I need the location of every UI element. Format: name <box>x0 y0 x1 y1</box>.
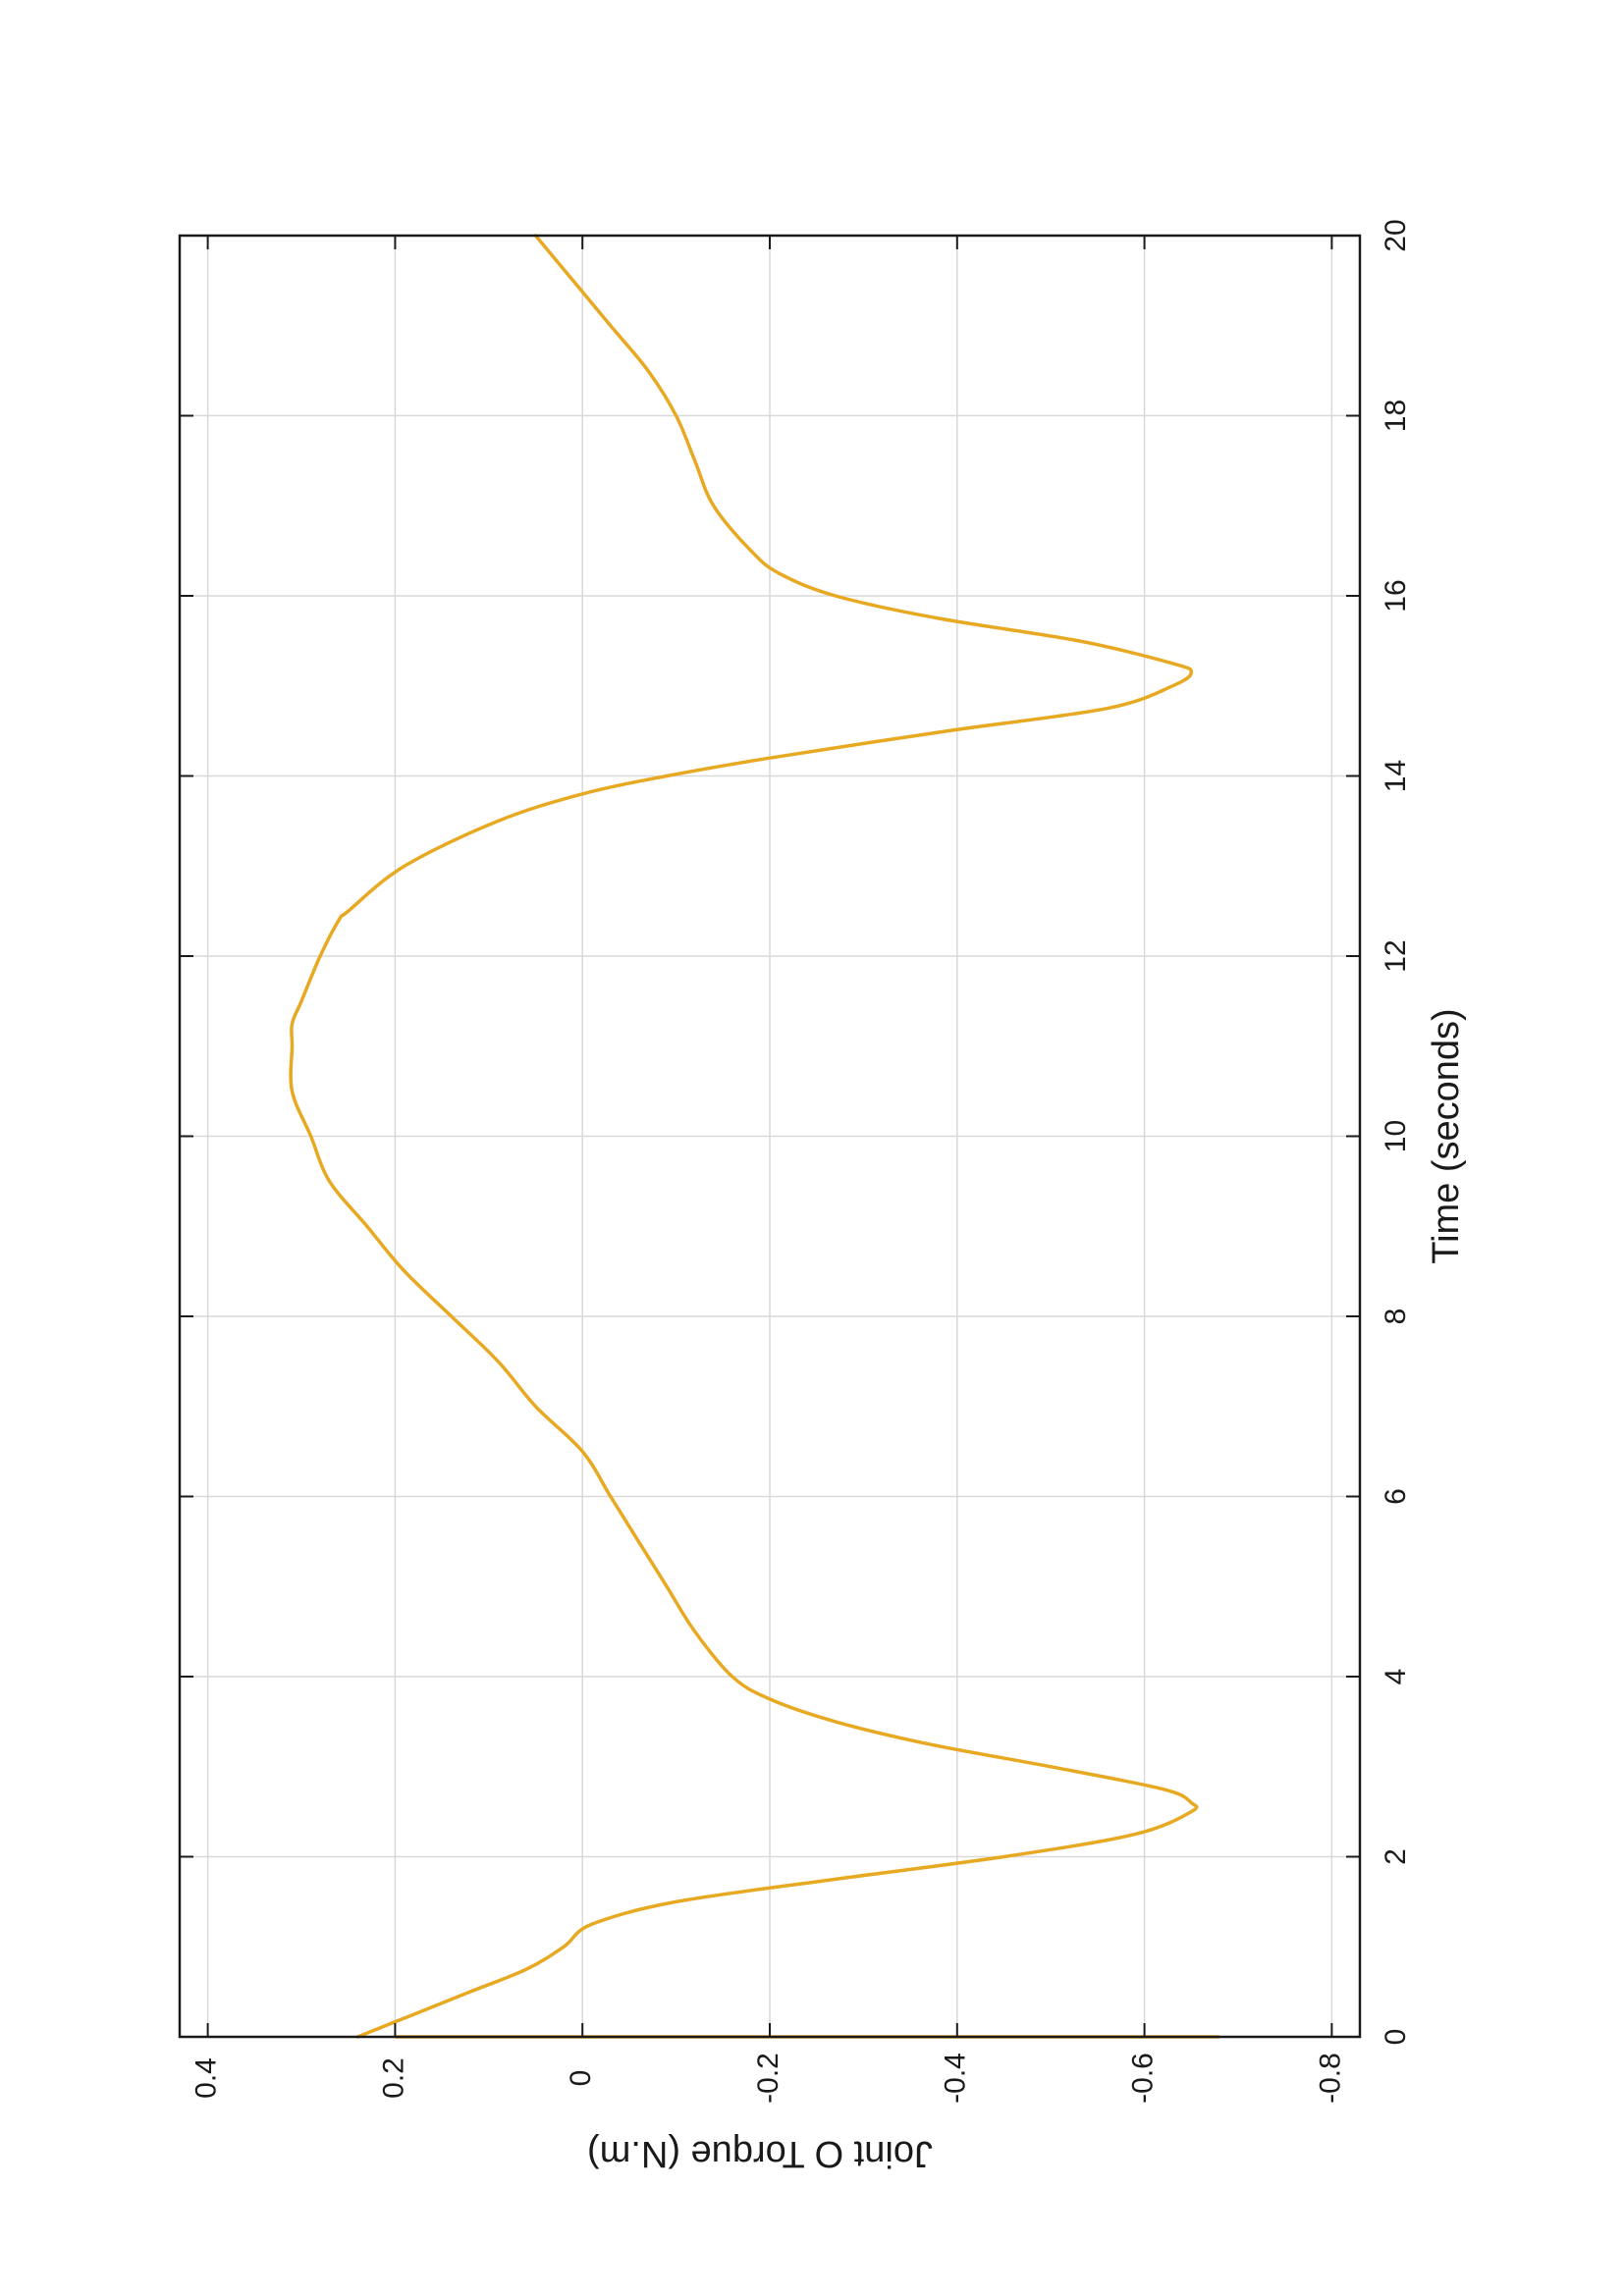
x-tick-label: 4 <box>1380 1669 1412 1685</box>
x-tick-label: 2 <box>1380 1848 1412 1865</box>
x-tick-label: 16 <box>1380 579 1412 612</box>
torque-series-line <box>289 234 1199 2039</box>
tick-labels: 0 2 4 6 8 10 12 14 16 18 20 0.4 0.2 0 -0.2 -0.4 -0.6 -0.8 <box>190 219 1412 2104</box>
x-tick-label: 6 <box>1380 1488 1412 1505</box>
x-tick-label: 14 <box>1380 760 1412 792</box>
tick-marks <box>180 235 1360 2038</box>
x-tick-label: 0 <box>1380 2029 1412 2046</box>
y-tick-label: -0.4 <box>940 2053 972 2104</box>
grid-lines <box>180 235 1360 2038</box>
y-tick-label: 0 <box>565 2070 597 2087</box>
x-tick-label: 12 <box>1380 939 1412 972</box>
y-tick-label: -0.8 <box>1314 2053 1346 2104</box>
y-tick-label: 0.4 <box>190 2057 223 2099</box>
y-tick-label: 0.2 <box>377 2057 409 2099</box>
x-tick-label: 18 <box>1380 400 1412 432</box>
y-tick-label: -0.2 <box>752 2053 785 2104</box>
x-tick-label: 10 <box>1380 1120 1412 1152</box>
x-tick-label: 20 <box>1380 219 1412 251</box>
y-axis-title: Joint O Torque (N.m) <box>587 2133 933 2174</box>
x-axis-title: Time (seconds) <box>1426 1008 1467 1263</box>
y-tick-label: -0.6 <box>1127 2053 1160 2104</box>
x-tick-label: 8 <box>1380 1308 1412 1325</box>
